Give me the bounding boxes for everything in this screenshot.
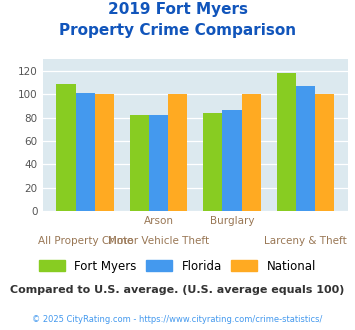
- Bar: [149, 115, 168, 211]
- Bar: [203, 113, 223, 211]
- Bar: [277, 73, 296, 211]
- Text: Property Crime Comparison: Property Crime Comparison: [59, 23, 296, 38]
- Bar: [296, 86, 315, 211]
- Text: Larceny & Theft: Larceny & Theft: [264, 236, 347, 246]
- Bar: [56, 84, 76, 211]
- Text: Compared to U.S. average. (U.S. average equals 100): Compared to U.S. average. (U.S. average …: [10, 285, 345, 295]
- Bar: [315, 94, 334, 211]
- Text: Burglary: Burglary: [210, 216, 254, 226]
- Text: All Property Crime: All Property Crime: [38, 236, 133, 246]
- Text: Arson: Arson: [143, 216, 174, 226]
- Legend: Fort Myers, Florida, National: Fort Myers, Florida, National: [34, 255, 321, 278]
- Text: 2019 Fort Myers: 2019 Fort Myers: [108, 2, 247, 16]
- Bar: [76, 93, 95, 211]
- Bar: [168, 94, 187, 211]
- Bar: [95, 94, 114, 211]
- Bar: [223, 110, 241, 211]
- Bar: [241, 94, 261, 211]
- Text: Motor Vehicle Theft: Motor Vehicle Theft: [108, 236, 209, 246]
- Bar: [130, 115, 149, 211]
- Text: © 2025 CityRating.com - https://www.cityrating.com/crime-statistics/: © 2025 CityRating.com - https://www.city…: [32, 315, 323, 324]
